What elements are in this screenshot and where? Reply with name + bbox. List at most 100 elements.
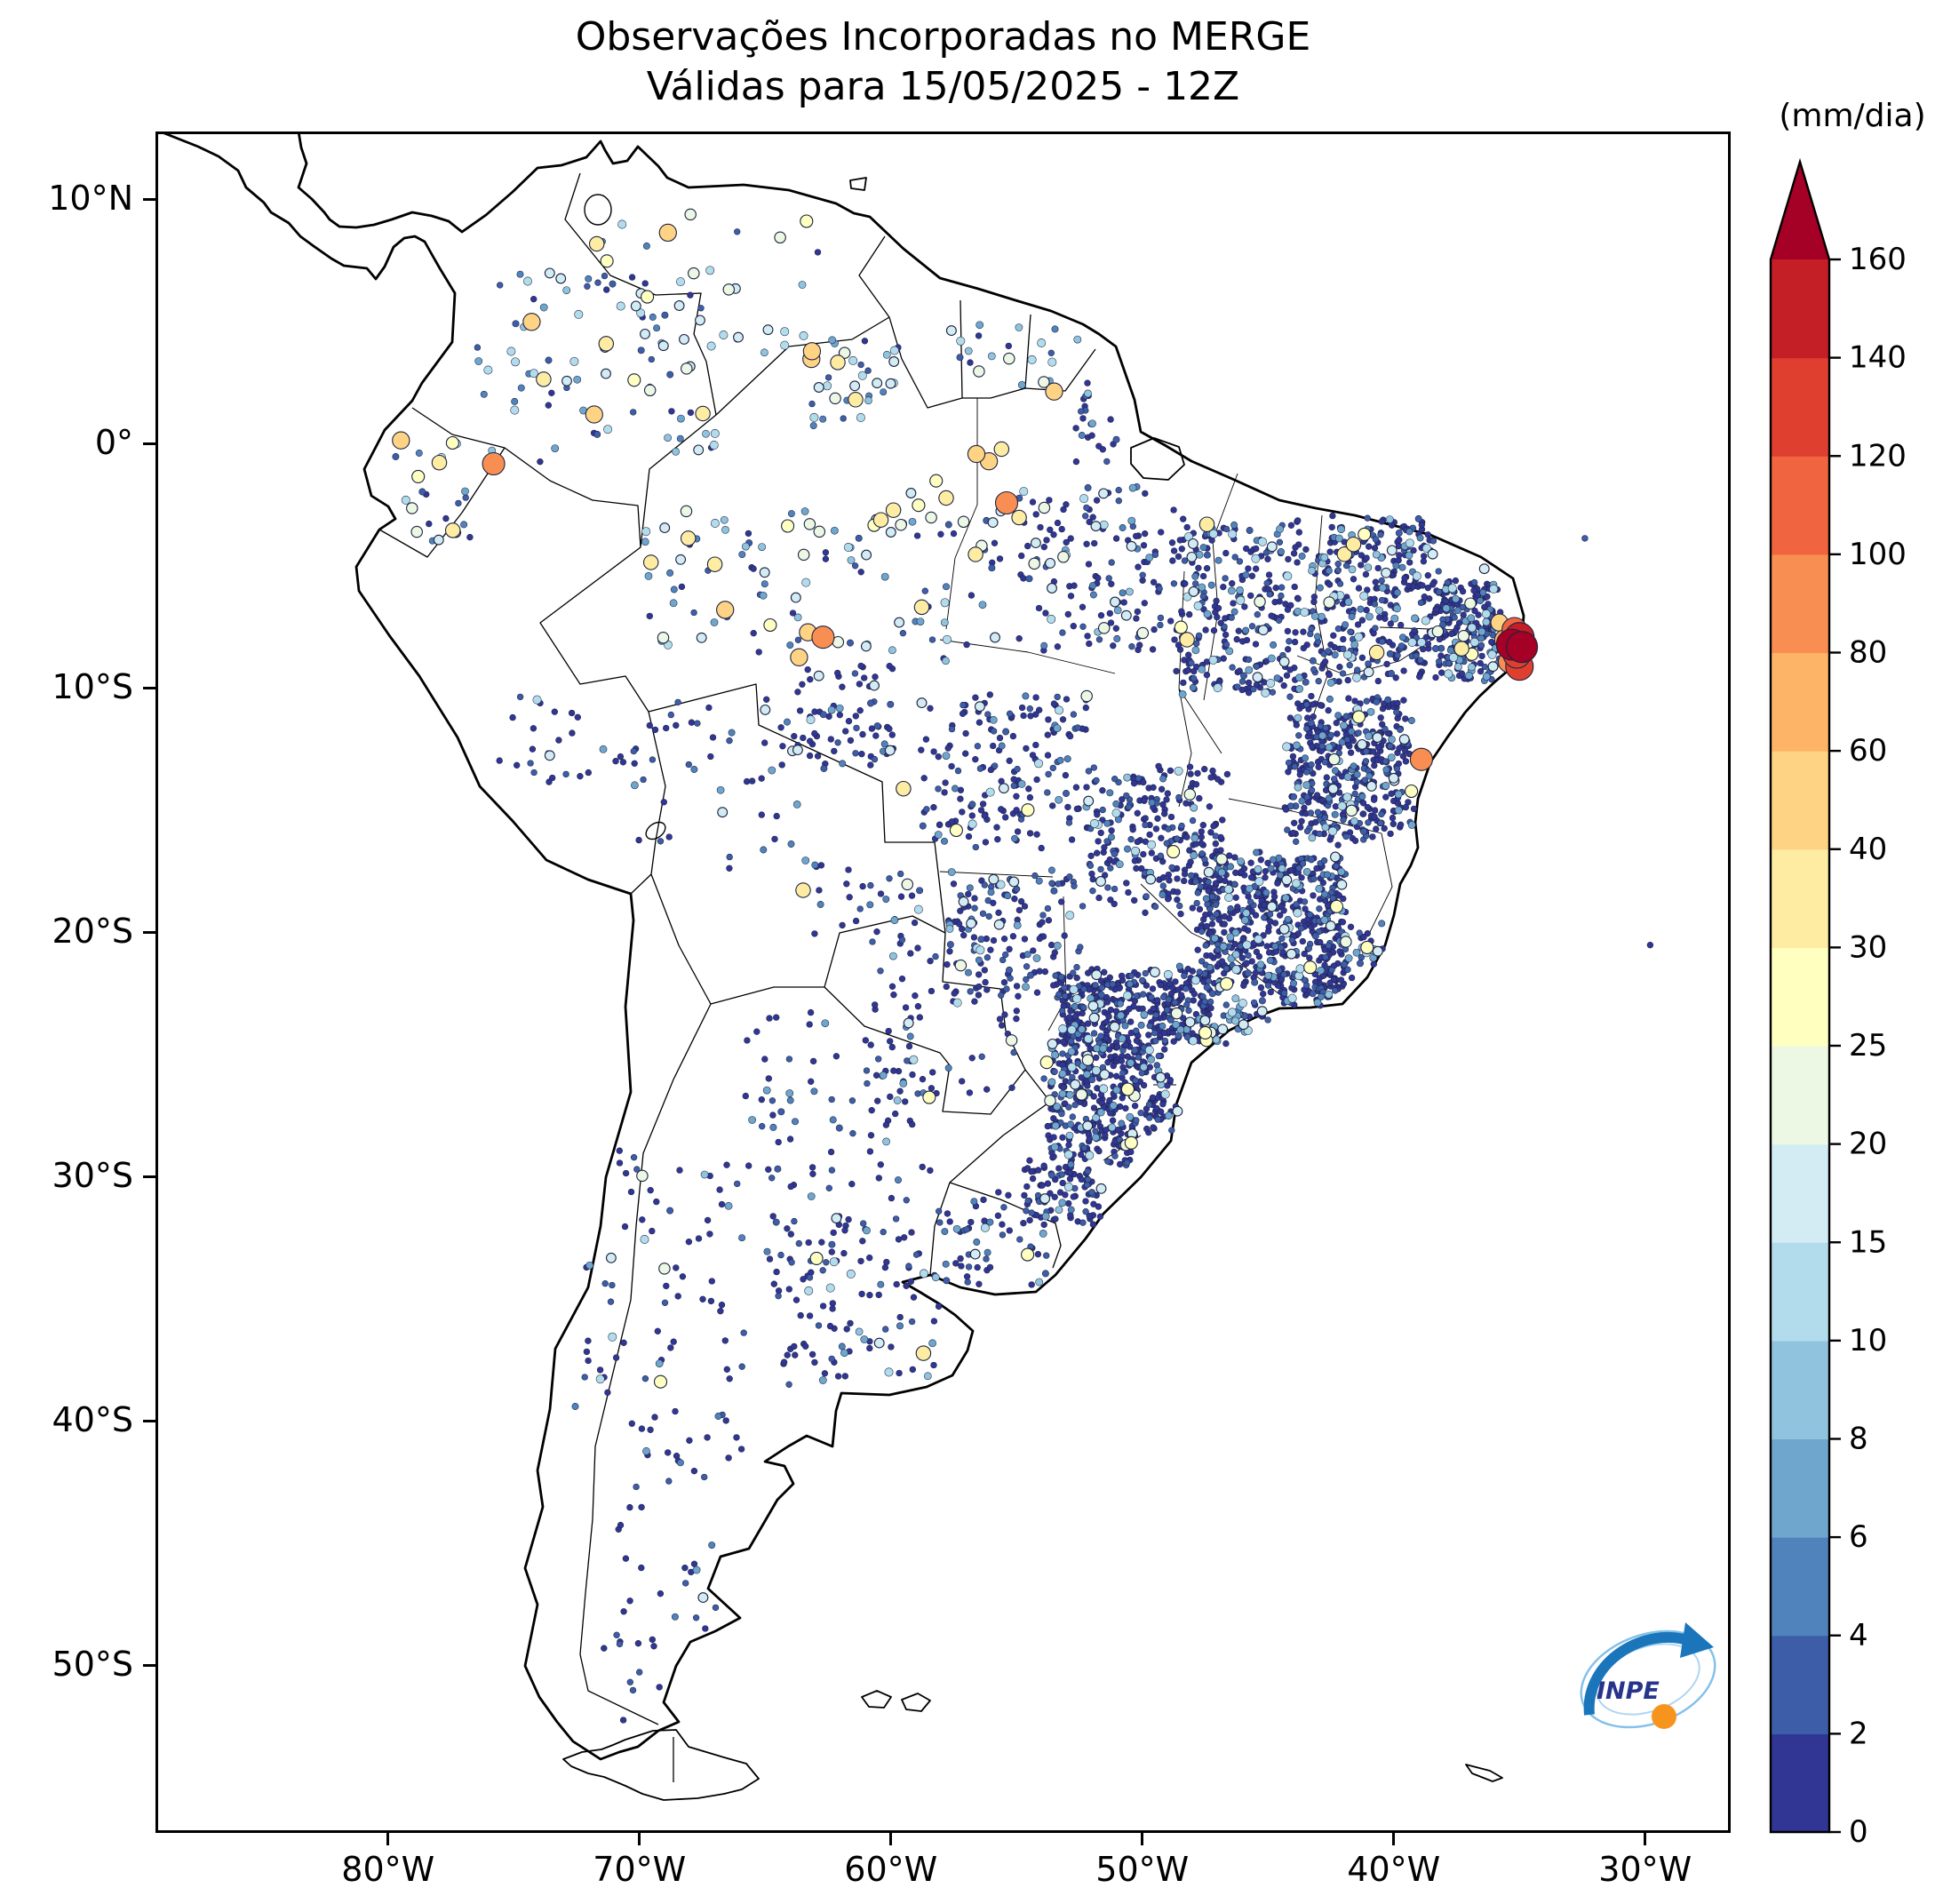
obs-dot [983, 1255, 990, 1263]
obs-dot [1157, 982, 1165, 989]
obs-dot [1094, 849, 1101, 856]
obs-dot [864, 396, 872, 405]
obs-dot [663, 1282, 670, 1290]
obs-dot [1199, 1015, 1211, 1026]
obs-dot [1387, 753, 1396, 761]
obs-dot [725, 1454, 732, 1462]
obs-dot [1266, 679, 1276, 688]
obs-dot [1178, 690, 1187, 698]
obs-dot [1217, 868, 1226, 877]
obs-dot [889, 952, 897, 960]
obs-dot [1407, 638, 1417, 647]
obs-dot [679, 333, 689, 345]
obs-dot [1368, 644, 1385, 661]
obs-dot [1326, 581, 1334, 588]
obs-dot [1185, 1007, 1192, 1015]
obs-dot [1180, 515, 1187, 522]
obs-dot [1222, 1001, 1230, 1008]
obs-dot [1089, 875, 1096, 883]
obs-dot [643, 384, 657, 397]
obs-dot [1417, 599, 1425, 607]
obs-dot [1170, 1007, 1183, 1020]
obs-dot [1142, 490, 1149, 498]
obs-dot [1099, 787, 1106, 794]
obs-dot [763, 696, 770, 703]
obs-dot [1057, 551, 1070, 563]
obs-dot [1113, 634, 1121, 642]
obs-dot [968, 819, 977, 829]
obs-dot [1348, 565, 1357, 574]
obs-dot [1396, 552, 1403, 559]
obs-dot [1113, 1043, 1121, 1051]
obs-dot [1198, 833, 1205, 840]
obs-dot [1021, 903, 1029, 910]
colorbar-segment [1771, 1046, 1829, 1145]
obs-dot [888, 1343, 895, 1350]
obs-dot [1321, 823, 1330, 832]
obs-dot [1365, 819, 1372, 826]
obs-dot [845, 866, 852, 873]
obs-dot [1217, 1024, 1229, 1035]
obs-dot [955, 920, 963, 928]
obs-dot [544, 267, 555, 279]
obs-dot [1067, 1048, 1076, 1056]
obs-dot [1374, 677, 1382, 685]
obs-dot [1280, 990, 1288, 997]
obs-dot [1477, 641, 1485, 649]
obs-dot [629, 1686, 637, 1694]
obs-dot [734, 228, 741, 235]
obs-dot [1299, 937, 1306, 945]
obs-dot [699, 1295, 706, 1303]
obs-dot [809, 1170, 816, 1177]
obs-dot [640, 776, 647, 784]
obs-dot [710, 428, 720, 438]
obs-dot [1253, 545, 1260, 553]
obs-dot [551, 444, 560, 452]
obs-dot [947, 868, 956, 876]
obs-dot [1028, 1281, 1035, 1288]
obs-dot [1107, 864, 1114, 872]
obs-dot [1109, 1021, 1120, 1032]
obs-dot [888, 731, 896, 738]
obs-dot [840, 415, 847, 422]
obs-dot [1039, 1056, 1054, 1070]
obs-dot [1206, 998, 1214, 1006]
obs-dot [785, 1381, 792, 1388]
obs-dot [1192, 781, 1200, 788]
obs-dot [1364, 563, 1373, 572]
obs-dot [1035, 877, 1043, 885]
obs-dot [697, 305, 705, 312]
obs-dot [672, 1407, 679, 1415]
obs-dot [1106, 789, 1114, 797]
obs-dot [661, 311, 669, 319]
obs-dot [771, 835, 778, 843]
obs-dot [1063, 755, 1071, 763]
obs-dot [931, 1273, 940, 1282]
obs-dot [1155, 762, 1162, 770]
obs-dot [517, 384, 525, 392]
obs-dot [1221, 912, 1229, 920]
obs-dot [773, 1014, 780, 1021]
obs-dot [1298, 874, 1305, 881]
obs-dot [974, 743, 982, 750]
obs-dot [1088, 419, 1096, 428]
obs-dot [1117, 1160, 1124, 1168]
obs-dot [999, 956, 1007, 964]
obs-dot [1479, 588, 1487, 596]
obs-dot [903, 1282, 910, 1289]
obs-dot [828, 1240, 836, 1248]
obs-dot [1190, 803, 1198, 812]
obs-dot [975, 321, 984, 330]
obs-dot [1326, 979, 1334, 986]
obs-dot [1452, 594, 1460, 603]
obs-dot [973, 365, 985, 378]
obs-dot [1163, 969, 1173, 979]
obs-dot [1023, 963, 1031, 970]
obs-dot [1172, 1105, 1183, 1117]
obs-dot [1024, 1197, 1031, 1205]
obs-dot [1124, 1135, 1138, 1150]
obs-dot [1151, 625, 1158, 633]
obs-dot [695, 405, 711, 422]
obs-dot [1131, 1103, 1139, 1110]
obs-dot [723, 1161, 730, 1168]
